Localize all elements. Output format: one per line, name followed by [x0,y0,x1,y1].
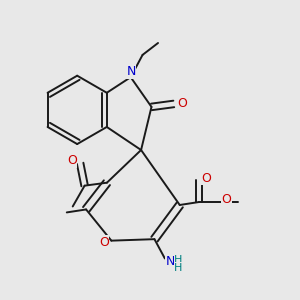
Text: O: O [67,154,77,167]
Text: H: H [174,263,183,273]
Text: N: N [126,65,136,78]
Text: O: O [221,193,231,206]
Text: O: O [177,97,187,110]
Text: H: H [174,255,183,265]
Text: O: O [202,172,212,185]
Text: O: O [99,236,109,249]
Text: N: N [166,255,175,268]
